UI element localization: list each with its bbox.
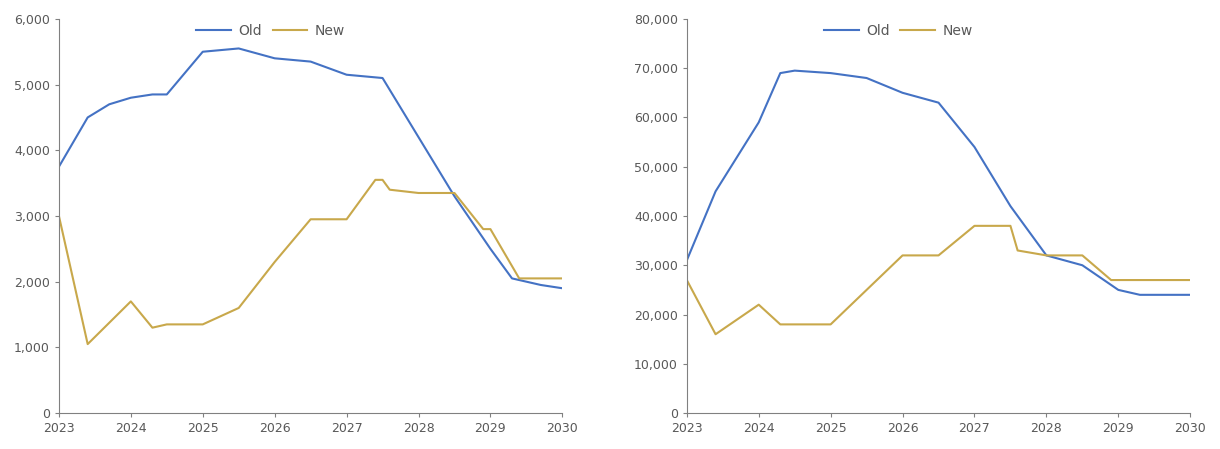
- Old: [123, 95, 138, 101]
- New: [680, 277, 694, 283]
- Old: [533, 282, 548, 288]
- Old: [1039, 253, 1054, 258]
- New: [512, 276, 527, 281]
- Old: [102, 101, 117, 107]
- New: [339, 216, 354, 222]
- New: [518, 276, 533, 281]
- Old: [931, 100, 946, 106]
- Old: [787, 68, 802, 73]
- Old: [709, 189, 723, 194]
- New: [967, 223, 982, 229]
- Old: [51, 164, 66, 169]
- Old: [81, 115, 95, 120]
- New: [51, 213, 66, 219]
- Line: Old: Old: [687, 70, 1191, 295]
- Old: [304, 59, 318, 64]
- New: [382, 187, 396, 193]
- New: [195, 321, 210, 327]
- New: [555, 276, 570, 281]
- Legend: Old, New: Old, New: [190, 18, 350, 43]
- Old: [448, 194, 462, 199]
- New: [895, 253, 910, 258]
- Old: [773, 70, 788, 76]
- New: [160, 321, 174, 327]
- New: [996, 223, 1010, 229]
- New: [376, 177, 390, 183]
- New: [1039, 253, 1054, 258]
- Old: [1003, 203, 1017, 209]
- New: [1111, 277, 1126, 283]
- New: [476, 226, 490, 232]
- New: [411, 190, 426, 196]
- Old: [730, 154, 744, 159]
- New: [267, 259, 282, 264]
- Old: [232, 46, 246, 51]
- Legend: Old, New: Old, New: [819, 18, 978, 43]
- New: [145, 325, 160, 330]
- New: [1183, 277, 1198, 283]
- Line: New: New: [687, 226, 1191, 334]
- New: [752, 302, 766, 308]
- Old: [267, 56, 282, 61]
- Old: [1075, 263, 1089, 268]
- Old: [967, 144, 982, 150]
- New: [1010, 248, 1025, 253]
- Old: [680, 258, 694, 263]
- Line: New: New: [59, 180, 562, 344]
- Old: [1161, 292, 1176, 298]
- Old: [752, 120, 766, 125]
- Old: [376, 75, 390, 81]
- New: [824, 321, 838, 327]
- New: [931, 253, 946, 258]
- New: [232, 305, 246, 311]
- New: [123, 299, 138, 304]
- Old: [1111, 287, 1126, 293]
- Old: [145, 92, 160, 97]
- New: [81, 341, 95, 347]
- Old: [195, 49, 210, 54]
- New: [1147, 277, 1161, 283]
- New: [304, 216, 318, 222]
- Old: [339, 72, 354, 77]
- New: [368, 177, 383, 183]
- New: [1104, 277, 1119, 283]
- New: [859, 287, 874, 293]
- Old: [895, 90, 910, 96]
- Old: [555, 286, 570, 291]
- New: [1139, 277, 1154, 283]
- New: [709, 331, 723, 337]
- New: [787, 321, 802, 327]
- Old: [160, 92, 174, 97]
- Old: [859, 75, 874, 81]
- Line: Old: Old: [59, 48, 562, 288]
- Old: [483, 246, 498, 251]
- Old: [824, 70, 838, 76]
- New: [448, 190, 462, 196]
- Old: [505, 276, 520, 281]
- New: [1003, 223, 1017, 229]
- New: [773, 321, 788, 327]
- Old: [411, 134, 426, 140]
- Old: [1132, 292, 1147, 298]
- Old: [1183, 292, 1198, 298]
- New: [483, 226, 498, 232]
- New: [1075, 253, 1089, 258]
